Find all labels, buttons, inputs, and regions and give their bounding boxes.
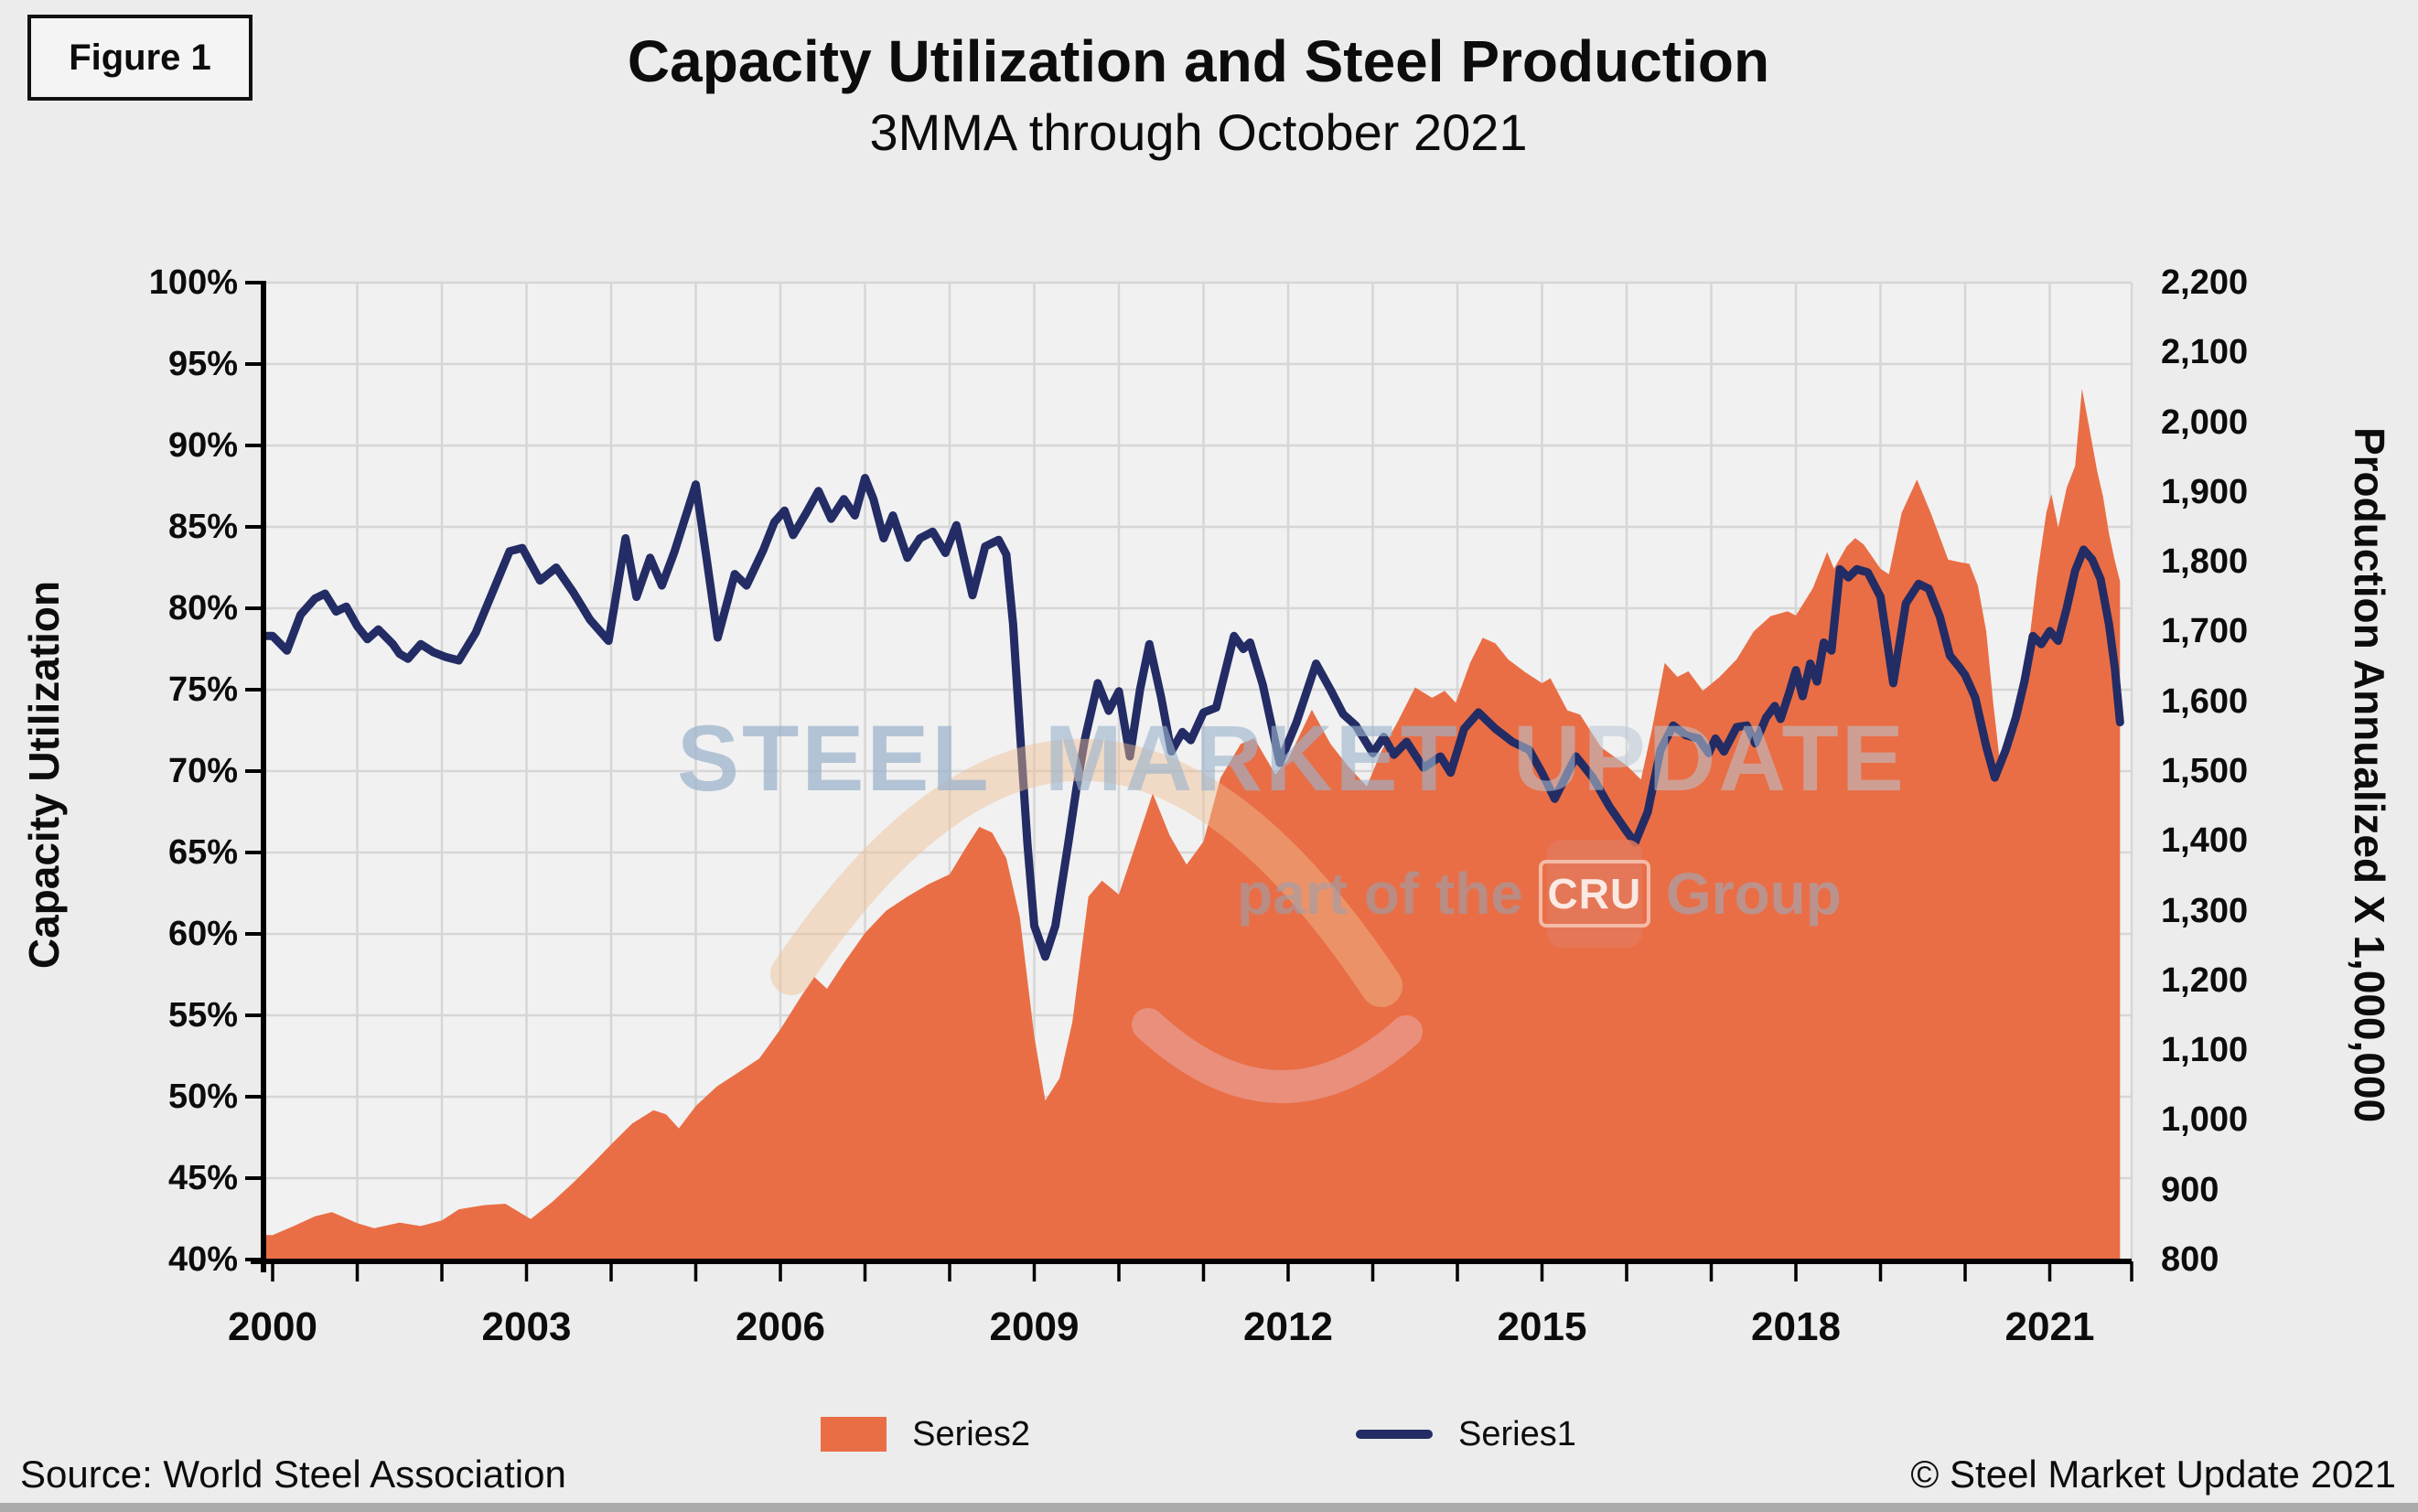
- y-axis-right-tick-label: 900: [2161, 1170, 2219, 1209]
- y-axis-right-tick-label: 1,500: [2161, 752, 2249, 790]
- y-axis-left-tick-label: 40%: [167, 1240, 238, 1279]
- watermark-arch-icon: [770, 738, 1402, 1007]
- legend-swatch-series2: [821, 1417, 887, 1452]
- legend-label-series2: Series2: [912, 1414, 1030, 1453]
- y-axis-left-tick-label: 95%: [167, 345, 238, 383]
- series1-utilization-line: [261, 474, 2124, 961]
- y-axis-right-tick-label: 1,300: [2161, 891, 2249, 930]
- y-axis-left-tick-label: 70%: [167, 752, 238, 790]
- x-axis-tick-label: 2012: [1243, 1304, 1333, 1349]
- y-axis-right-tick-label: 1,800: [2161, 542, 2249, 582]
- y-axis-right-tick-label: 2,100: [2161, 333, 2249, 372]
- y-axis-right-tick-label: 800: [2161, 1240, 2219, 1279]
- y-axis-right-title: Production Annualized X 1,000,000: [2346, 426, 2393, 1123]
- chart-subtitle: 3MMA through October 2021: [869, 103, 1528, 161]
- y-axis-left-tick-label: 55%: [167, 996, 238, 1035]
- y-axis-right-tick-label: 1,600: [2161, 681, 2249, 721]
- y-axis-left-tick-label: 45%: [167, 1159, 238, 1197]
- chart-title: Capacity Utilization and Steel Productio…: [627, 28, 1770, 94]
- x-axis-tick-label: 2006: [736, 1304, 825, 1349]
- chart-legend: Series2 Series1: [595, 1409, 1802, 1460]
- y-axis-right-tick-label: 1,100: [2161, 1031, 2249, 1070]
- y-axis-right-tick-label: 1,400: [2161, 821, 2249, 861]
- x-axis-tick-label: 2015: [1497, 1304, 1587, 1349]
- copyright-note: © Steel Market Update 2021: [1910, 1453, 2396, 1496]
- x-axis-tick-label: 2003: [481, 1304, 572, 1349]
- figure-label: Figure 1: [69, 37, 211, 78]
- legend-label-series1: Series1: [1458, 1414, 1576, 1453]
- y-axis-right-tick-label: 1,200: [2161, 960, 2249, 1000]
- figure-label-box: Figure 1: [27, 15, 253, 101]
- y-axis-left-tick-label: 85%: [167, 508, 238, 546]
- x-axis-tick-label: 2000: [228, 1304, 317, 1349]
- y-axis-left-tick-label: 90%: [167, 426, 238, 465]
- legend-swatch-series1: [1356, 1430, 1433, 1439]
- y-axis-left-tick-label: 100%: [148, 263, 238, 302]
- y-axis-left-tick-label: 80%: [167, 589, 238, 627]
- x-axis-tick-label: 2018: [1751, 1304, 1841, 1349]
- bottom-edge-strip: [0, 1503, 2418, 1512]
- y-axis-right-tick-label: 1,900: [2161, 472, 2249, 511]
- series2-production-area: [265, 389, 2121, 1260]
- x-axis-tick-label: 2021: [2004, 1304, 2095, 1349]
- y-axis-left-tick-label: 60%: [167, 915, 238, 953]
- y-axis-right-tick-label: 2,200: [2161, 263, 2249, 302]
- y-axis-right-tick-label: 2,000: [2161, 402, 2249, 442]
- y-axis-left-tick-label: 50%: [167, 1078, 238, 1116]
- watermark-swoosh-icon: [1132, 1008, 1423, 1104]
- y-axis-right-tick-label: 1,000: [2161, 1100, 2249, 1140]
- y-axis-left-tick-label: 75%: [167, 670, 238, 709]
- y-axis-right-tick-label: 1,700: [2161, 612, 2249, 651]
- y-axis-left-tick-label: 65%: [167, 833, 238, 872]
- y-axis-left-title: Capacity Utilization: [20, 580, 68, 970]
- source-note: Source: World Steel Association: [20, 1453, 566, 1496]
- x-axis-tick-label: 2009: [989, 1304, 1080, 1349]
